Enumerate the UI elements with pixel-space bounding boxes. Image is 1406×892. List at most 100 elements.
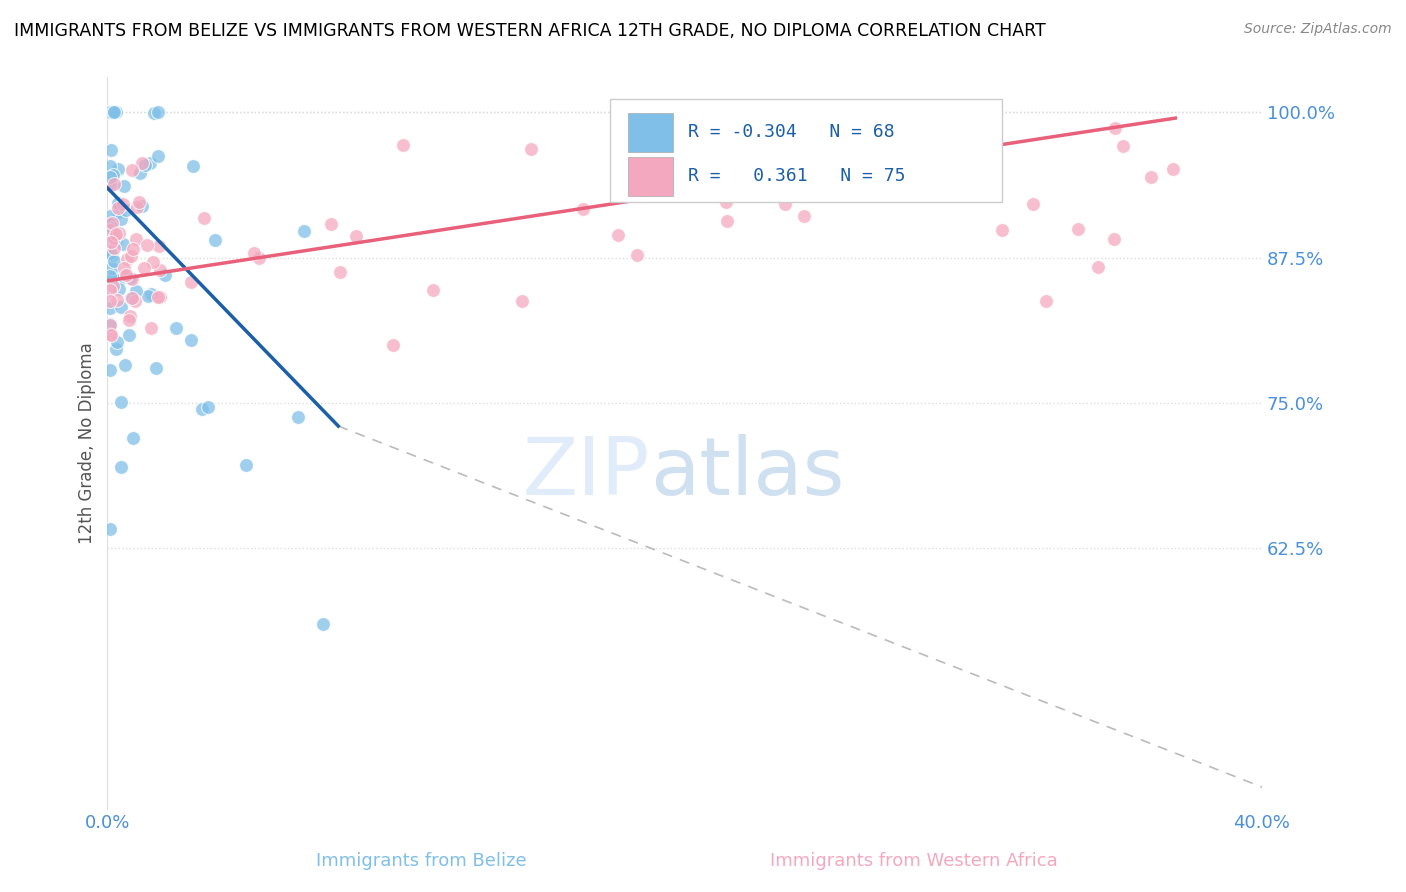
Point xyxy=(101,270,124,285)
Point xyxy=(197,400,219,414)
Point xyxy=(510,293,533,308)
Point xyxy=(786,121,808,136)
Point xyxy=(1021,196,1043,211)
Point xyxy=(125,284,148,298)
Point xyxy=(98,301,121,315)
Point xyxy=(1102,232,1125,246)
Point xyxy=(292,224,315,238)
Point xyxy=(793,209,815,223)
Point xyxy=(1112,138,1135,153)
Point xyxy=(110,459,132,474)
Point xyxy=(142,254,165,268)
Point xyxy=(103,241,125,255)
Point xyxy=(98,363,121,377)
Point xyxy=(115,202,138,217)
Point xyxy=(98,318,121,332)
Point xyxy=(98,268,121,283)
Point xyxy=(180,333,202,347)
Point xyxy=(149,263,172,277)
Point xyxy=(124,293,146,308)
Point xyxy=(191,402,214,417)
Point xyxy=(101,221,124,235)
Point xyxy=(128,195,150,210)
Point xyxy=(180,275,202,289)
Point xyxy=(149,290,172,304)
Point xyxy=(131,199,153,213)
Point xyxy=(773,196,796,211)
Point xyxy=(520,142,543,156)
Point xyxy=(990,223,1012,237)
Point xyxy=(98,160,121,174)
Point xyxy=(132,260,155,275)
Point xyxy=(98,223,121,237)
Point xyxy=(105,227,128,241)
Point xyxy=(107,195,129,210)
Point xyxy=(139,156,162,170)
Point xyxy=(101,248,124,262)
Point xyxy=(103,279,125,293)
Point xyxy=(100,229,122,244)
Point xyxy=(768,175,790,189)
Point xyxy=(287,410,309,425)
Point xyxy=(145,360,167,375)
Point xyxy=(98,294,121,309)
Point xyxy=(794,158,817,172)
Text: ZIP: ZIP xyxy=(523,434,650,512)
Point xyxy=(120,291,142,305)
Point xyxy=(392,138,415,153)
Text: R = -0.304   N = 68: R = -0.304 N = 68 xyxy=(688,123,894,141)
Point xyxy=(98,217,121,231)
Point xyxy=(101,216,124,230)
Point xyxy=(193,211,215,226)
Point xyxy=(329,265,352,279)
Text: R =   0.361   N = 75: R = 0.361 N = 75 xyxy=(688,168,905,186)
Point xyxy=(422,283,444,297)
Point xyxy=(139,320,162,334)
Point xyxy=(100,235,122,249)
Point xyxy=(1035,294,1057,309)
Point xyxy=(98,522,121,536)
Text: Source: ZipAtlas.com: Source: ZipAtlas.com xyxy=(1244,22,1392,37)
Point xyxy=(114,358,136,372)
Point xyxy=(153,268,176,283)
Point xyxy=(319,217,342,231)
Text: Immigrants from Western Africa: Immigrants from Western Africa xyxy=(770,852,1057,870)
Point xyxy=(112,237,135,252)
Point xyxy=(120,310,142,324)
Point xyxy=(98,169,121,184)
Point xyxy=(118,271,141,285)
Point xyxy=(714,195,737,210)
Point xyxy=(103,253,125,268)
Point xyxy=(110,300,132,314)
Point xyxy=(121,291,143,305)
Point xyxy=(776,105,799,120)
Text: Immigrants from Belize: Immigrants from Belize xyxy=(316,852,527,870)
Point xyxy=(98,105,121,120)
Point xyxy=(114,268,136,282)
Point xyxy=(98,246,121,260)
Point xyxy=(105,334,128,349)
Point xyxy=(118,313,141,327)
Point xyxy=(381,337,404,351)
Point xyxy=(146,105,169,120)
Point xyxy=(118,328,141,343)
FancyBboxPatch shape xyxy=(628,156,673,196)
Point xyxy=(103,231,125,245)
Point xyxy=(139,287,162,301)
Text: IMMIGRANTS FROM BELIZE VS IMMIGRANTS FROM WESTERN AFRICA 12TH GRADE, NO DIPLOMA : IMMIGRANTS FROM BELIZE VS IMMIGRANTS FRO… xyxy=(14,22,1046,40)
Point xyxy=(98,209,121,223)
Point xyxy=(107,161,129,176)
Point xyxy=(1067,221,1090,235)
Point xyxy=(107,283,129,297)
Point xyxy=(108,227,131,241)
Point xyxy=(112,179,135,194)
Point xyxy=(121,242,143,256)
Point xyxy=(121,163,143,178)
Point xyxy=(103,177,125,191)
Point xyxy=(112,260,135,275)
Point xyxy=(104,234,127,248)
Point xyxy=(98,317,121,331)
Point xyxy=(572,202,595,216)
Point xyxy=(110,270,132,285)
Point xyxy=(122,431,145,445)
